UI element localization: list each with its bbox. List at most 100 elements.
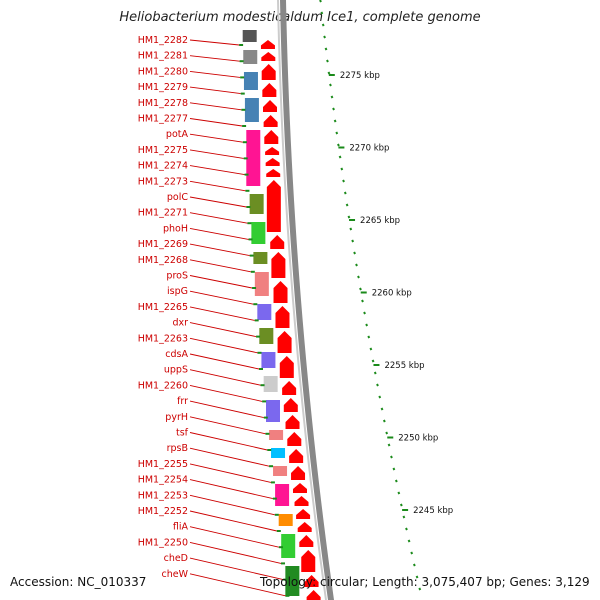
leader-line xyxy=(189,322,257,338)
gene-arrow xyxy=(296,509,311,519)
leader-line xyxy=(189,70,241,78)
scale-tick xyxy=(402,515,406,519)
gene-arrow xyxy=(264,130,279,144)
gene-label: uppS xyxy=(164,365,188,376)
cog-block xyxy=(246,130,261,186)
gene-label: pyrH xyxy=(165,412,188,423)
scale-tick xyxy=(380,407,384,411)
scale-tick xyxy=(412,563,416,567)
gene-label: potA xyxy=(166,129,189,140)
leader-line xyxy=(189,541,282,564)
scale-tick xyxy=(365,323,369,327)
leader-line xyxy=(189,196,247,208)
leader-line xyxy=(189,118,243,127)
gene-arrow xyxy=(301,550,316,572)
gene-label: HM1_2280 xyxy=(138,66,188,77)
gene-arrow xyxy=(289,449,304,463)
gene-arrow xyxy=(279,356,294,378)
kbp-label: 2255 kbp xyxy=(384,361,424,371)
kbp-label-layer: 2275 kbp 2270 kbp 2265 kbp 2260 kbp 2255 kbp… xyxy=(340,71,453,516)
gene-arrow xyxy=(294,496,309,506)
cog-block xyxy=(242,30,257,42)
leader-line xyxy=(189,369,261,386)
gene-label: phoH xyxy=(163,223,188,234)
gene-arrow xyxy=(262,83,277,97)
gene-label: HM1_2278 xyxy=(138,98,188,109)
gene-arrow xyxy=(271,252,286,278)
cog-block xyxy=(259,328,274,344)
cog-block xyxy=(278,514,293,526)
gene-label: HM1_2265 xyxy=(138,302,188,313)
cog-block xyxy=(254,272,269,296)
leader-line xyxy=(189,86,241,95)
scale-tick xyxy=(342,179,345,183)
scale-tick xyxy=(351,239,355,243)
gene-label: HM1_2269 xyxy=(138,239,188,250)
cog-block xyxy=(275,484,290,506)
scale-tick xyxy=(385,431,389,435)
scale-tick xyxy=(399,503,403,507)
leader-line xyxy=(189,259,251,273)
scale-tick xyxy=(387,443,391,447)
cog-block xyxy=(271,448,286,458)
scale-tick xyxy=(397,491,401,495)
leader-line xyxy=(189,494,275,516)
leader-line xyxy=(189,55,240,62)
leader-line-layer xyxy=(189,39,286,597)
leader-line xyxy=(189,447,270,467)
cog-block xyxy=(251,222,266,244)
scale-tick xyxy=(410,551,414,555)
leader-line xyxy=(189,353,260,370)
gene-arrow xyxy=(273,281,288,303)
gene-label: HM1_2255 xyxy=(138,459,188,470)
gene-label: cheW xyxy=(162,569,189,580)
tick-layer xyxy=(239,0,422,597)
gene-arrow xyxy=(275,306,290,328)
cog-block xyxy=(261,352,276,368)
gene-label: polC xyxy=(167,192,188,203)
backbone-layer xyxy=(277,0,334,600)
kbp-label: 2260 kbp xyxy=(372,289,412,299)
leader-line xyxy=(189,400,264,419)
gene-label: proS xyxy=(166,271,188,282)
gene-arrow xyxy=(291,466,306,480)
scale-tick xyxy=(323,35,326,39)
gene-label: HM1_2252 xyxy=(138,506,188,517)
leader-line xyxy=(189,149,244,159)
gene-label: HM1_2281 xyxy=(138,51,188,62)
cog-block xyxy=(285,566,300,596)
gene-arrow xyxy=(266,180,281,232)
backbone xyxy=(280,0,334,600)
gene-arrow xyxy=(299,535,314,547)
gene-arrow-layer xyxy=(260,40,321,600)
gene-arrow xyxy=(263,115,278,127)
gene-label: HM1_2253 xyxy=(138,490,188,501)
gene-label: HM1_2279 xyxy=(138,82,188,93)
gene-label-layer: HM1_2282 HM1_2281 HM1_2280 HM1_2279 HM1_2278… xyxy=(138,35,189,580)
leader-line xyxy=(189,275,253,289)
gene-label: HM1_2271 xyxy=(138,208,188,219)
gene-arrow xyxy=(287,432,302,446)
scale-tick xyxy=(392,467,396,471)
scale-tick xyxy=(343,191,347,195)
cog-block xyxy=(281,534,296,558)
scale-tick xyxy=(373,371,377,375)
backbone-inner-edge xyxy=(277,0,327,600)
scale-tick xyxy=(338,155,342,159)
leader-line xyxy=(189,165,245,176)
gene-arrow xyxy=(297,522,312,532)
gene-arrow xyxy=(265,147,280,155)
scale-tick xyxy=(361,299,364,303)
scale-tick xyxy=(347,215,351,219)
leader-line xyxy=(189,180,246,192)
scale-tick xyxy=(371,359,375,363)
scale-tick xyxy=(355,263,358,267)
gene-arrow xyxy=(265,158,280,166)
scale-tick xyxy=(324,47,328,51)
leader-line xyxy=(189,557,284,581)
cog-block xyxy=(257,304,272,320)
cog-block xyxy=(243,72,258,90)
kbp-label: 2265 kbp xyxy=(360,216,400,226)
cog-block xyxy=(263,376,278,392)
